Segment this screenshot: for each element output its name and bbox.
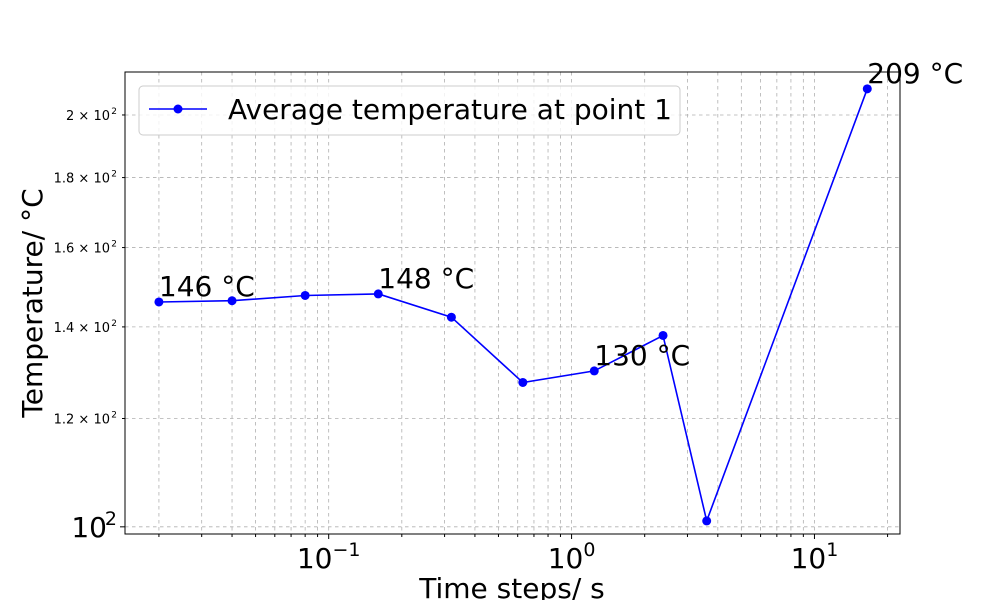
annotation-label: 209 °C [867,57,963,90]
legend-marker-swatch [173,104,183,114]
data-point [446,312,456,322]
data-point [227,296,237,306]
data-point [862,84,872,94]
y-tick-exponent: 2 [105,508,117,530]
y-tick-exponent: 2 [111,319,117,329]
y-tick-label: 10 [71,511,107,544]
y-tick-exponent: 2 [111,170,117,180]
series-line-0 [158,88,869,524]
annotation-label: 148 °C [378,262,474,295]
data-point [589,366,599,376]
data-point [373,289,383,299]
legend-box [138,85,681,136]
plot-frame [124,71,901,535]
x-tick-label: 101 [791,539,839,575]
data-point [518,377,528,387]
x-axis-label: Time steps/ s [418,572,605,600]
y-tick-label: 2 × 10 [66,109,110,124]
y-axis-label: Temperature/ °C [16,188,49,418]
data-point [658,330,668,340]
series-layer [154,84,872,526]
y-tick-exponent: 2 [111,107,117,117]
legend-entry-label: Average temperature at point 1 [228,93,672,126]
grid-lines [125,72,900,534]
x-tick-label: 100 [548,539,596,575]
y-tick-label: 1.4 × 10 [54,321,110,336]
x-tick-label: 10−1 [297,539,361,575]
y-tick-label: 1.2 × 10 [54,412,110,427]
annotation-layer: 146 °C 148 °C 130 °C 209 °C [159,57,963,372]
y-tick-exponent: 2 [111,240,117,250]
y-tick-label: 1.8 × 10 [54,172,110,187]
annotation-label: 130 °C [594,339,690,372]
y-tick-label: 1.6 × 10 [54,242,110,257]
data-point [300,290,310,300]
data-point [702,516,712,526]
annotation-label: 146 °C [159,270,255,303]
data-point [154,297,164,307]
y-tick-exponent: 2 [111,410,117,420]
legend: Average temperature at point 1 [138,85,681,136]
